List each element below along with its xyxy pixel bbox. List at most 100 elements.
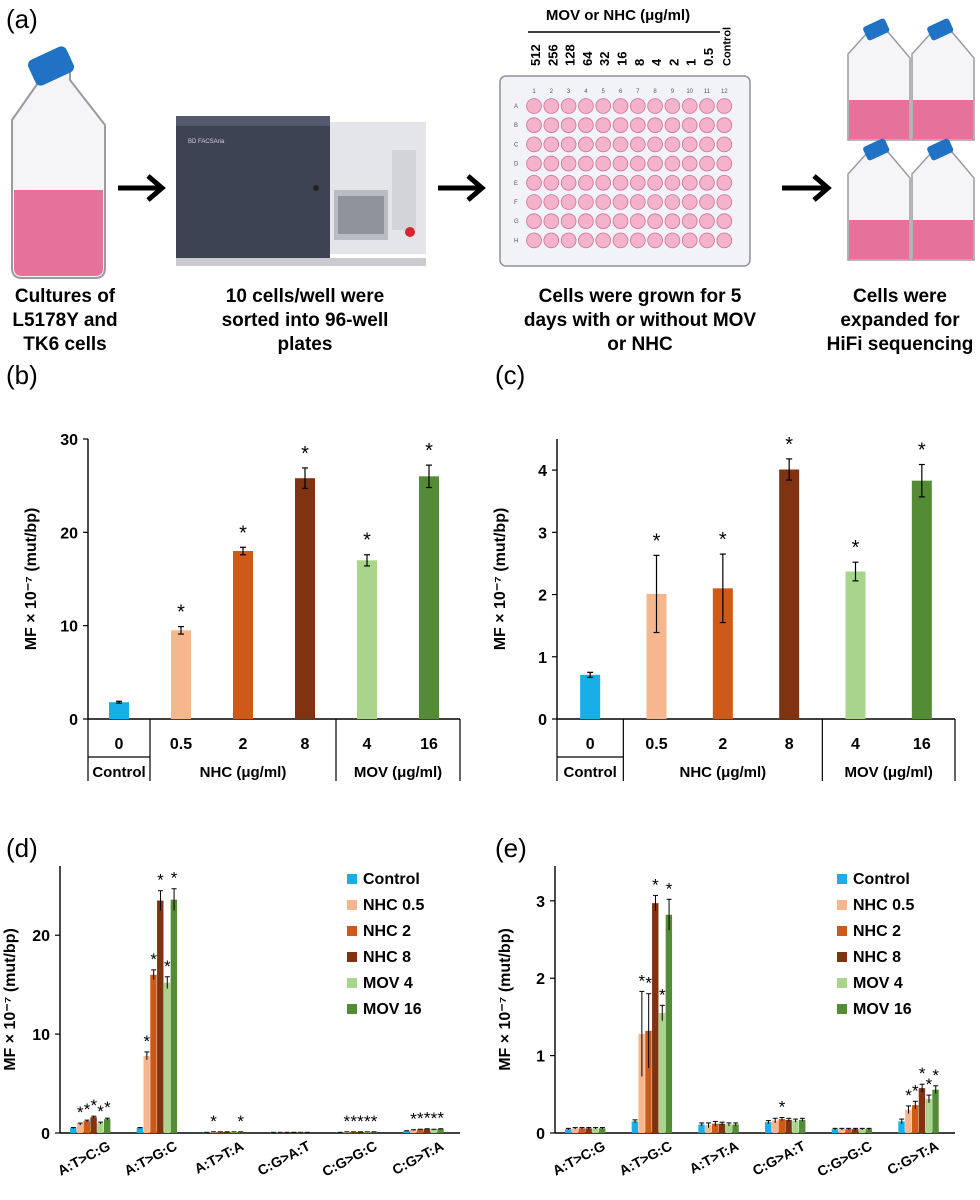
y-tick-label: 10 (32, 1027, 50, 1044)
x-tick-label: 0 (115, 736, 124, 753)
well (612, 232, 629, 249)
bar (565, 1129, 572, 1133)
significance-marker: * (639, 971, 646, 990)
bar (419, 476, 439, 719)
well (716, 136, 733, 153)
well (699, 175, 715, 191)
significance-marker: * (357, 1112, 364, 1131)
well (681, 136, 698, 153)
x-tick-label: 16 (420, 736, 438, 753)
culture-medium (913, 220, 973, 259)
well (681, 175, 698, 191)
well (526, 155, 542, 172)
significance-marker: * (645, 974, 652, 993)
y-tick-label: 0 (536, 1126, 545, 1143)
legend-label: NHC 8 (363, 949, 411, 966)
panel-label-a: (a) (6, 4, 38, 34)
y-tick-label: 10 (60, 619, 78, 636)
row-letter: H (514, 238, 518, 244)
x-tick-label: A:T>G:C (616, 1138, 674, 1179)
well (578, 232, 594, 249)
bar (858, 1129, 866, 1133)
significance-marker: * (410, 1110, 417, 1129)
significance-marker: * (424, 1109, 431, 1128)
significance-marker: * (77, 1103, 84, 1122)
x-tick-label: 16 (913, 736, 931, 753)
bar (150, 974, 157, 1133)
well (612, 98, 629, 114)
culture-medium (14, 190, 103, 276)
row-letter: A (514, 104, 518, 110)
well (560, 98, 577, 114)
legend-swatch (347, 952, 357, 962)
well (699, 213, 715, 230)
bar (779, 469, 800, 719)
well (543, 155, 560, 172)
legend-label: Control (853, 871, 910, 888)
significance-marker: * (652, 875, 659, 894)
significance-marker: * (852, 537, 860, 559)
bar (585, 1128, 592, 1133)
well (664, 155, 681, 172)
well (612, 117, 629, 133)
well (681, 117, 698, 133)
significance-marker: * (237, 1112, 244, 1131)
bar (163, 982, 171, 1133)
concentration-label: 32 (597, 52, 612, 66)
well (664, 232, 681, 249)
bar (233, 551, 253, 719)
row-letter: E (514, 181, 518, 187)
bar (410, 1130, 417, 1133)
well (647, 232, 663, 249)
row-letter: F (514, 200, 518, 206)
x-tick-label: A:T>T:A (687, 1138, 742, 1177)
bar (210, 1132, 217, 1133)
bar (363, 1132, 371, 1133)
concentration-label: 128 (563, 44, 578, 66)
well (526, 117, 542, 133)
flask-cap-icon (927, 18, 954, 41)
well (595, 155, 611, 172)
bar (831, 1129, 839, 1133)
bar (416, 1129, 424, 1133)
significance-marker: * (779, 1098, 786, 1117)
bar (638, 1033, 645, 1133)
column-number: 4 (584, 89, 588, 95)
bar (370, 1132, 378, 1133)
well (543, 117, 560, 133)
row-letter: C (514, 142, 519, 148)
x-tick-label: 0.5 (645, 736, 667, 753)
well (595, 117, 611, 133)
group-label: MOV (μg/ml) (354, 764, 442, 781)
y-tick-label: 0 (69, 712, 78, 729)
x-tick-label: A:T>C:G (550, 1137, 608, 1178)
panel-label: (b) (6, 360, 38, 390)
column-number: 12 (721, 89, 728, 95)
step-caption-line: plates (278, 334, 333, 355)
significance-marker: * (344, 1112, 351, 1131)
well (699, 194, 715, 210)
well (629, 136, 646, 153)
bar (646, 593, 667, 719)
bar (792, 1120, 799, 1133)
bar (911, 1105, 919, 1133)
significance-marker: * (104, 1098, 111, 1117)
bar (838, 1129, 845, 1133)
well (595, 194, 611, 210)
well (578, 213, 594, 230)
x-tick-label: 4 (851, 736, 860, 753)
well (578, 117, 594, 133)
well (595, 175, 611, 191)
legend-swatch (837, 978, 847, 988)
column-number: 3 (567, 89, 571, 95)
well (560, 175, 577, 191)
well (543, 136, 560, 153)
bar (631, 1121, 639, 1133)
well (647, 117, 663, 133)
bar (845, 1129, 852, 1133)
bar (109, 702, 129, 719)
significance-marker: * (659, 985, 666, 1004)
significance-marker: * (926, 1075, 933, 1094)
legend-swatch (347, 978, 357, 988)
well (681, 155, 698, 172)
